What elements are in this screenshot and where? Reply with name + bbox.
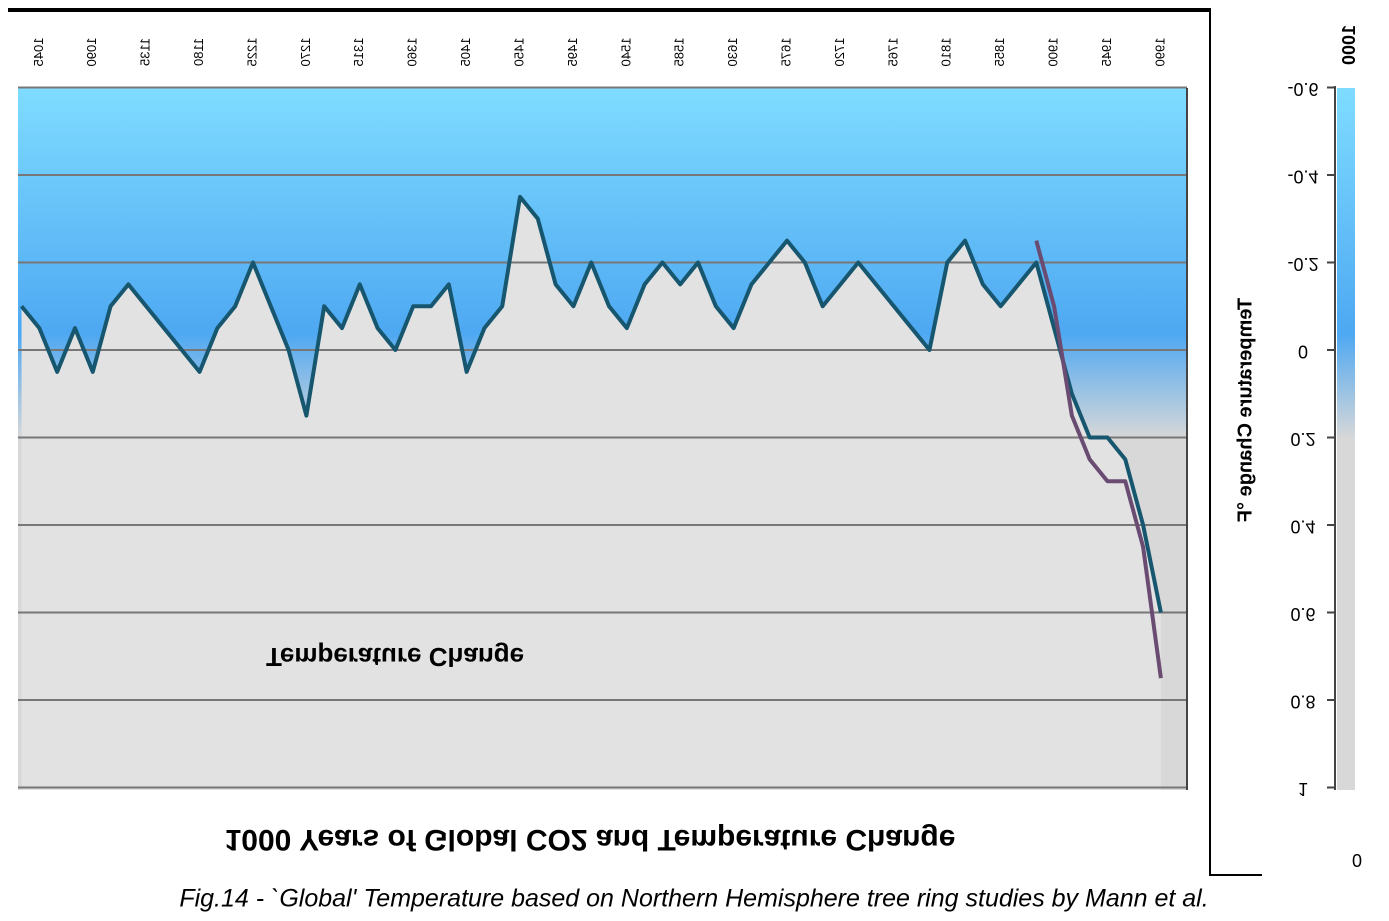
x-tick-label: 1090 bbox=[84, 38, 99, 67]
y-tick-label: 0.8 bbox=[1290, 691, 1315, 711]
x-tick-label: 1450 bbox=[511, 38, 526, 67]
x-tick-label: 1225 bbox=[244, 38, 259, 67]
y-tick-label: -0.6 bbox=[1287, 79, 1318, 99]
x-tick-label: 1945 bbox=[1099, 38, 1114, 67]
caption: Fig.14 - `Global' Temperature based on N… bbox=[179, 885, 1208, 913]
x-tick-label: 1900 bbox=[1046, 38, 1061, 67]
x-tick-label: 1180 bbox=[191, 38, 206, 66]
clipped-text: 1000 bbox=[1339, 25, 1359, 65]
x-tick-label: 1045 bbox=[31, 38, 46, 67]
y-tick-label: 1 bbox=[1298, 779, 1308, 799]
clipped-text: 0 bbox=[1352, 851, 1362, 871]
x-tick-label: 1405 bbox=[458, 38, 473, 67]
y-tick-label: 0.4 bbox=[1290, 516, 1315, 536]
x-tick-label: 1360 bbox=[405, 38, 420, 67]
x-tick-label: 1675 bbox=[778, 38, 793, 67]
x-tick-label: 1630 bbox=[725, 38, 740, 67]
series-line bbox=[20, 194, 1163, 613]
y-tick-label: -0.4 bbox=[1287, 166, 1318, 186]
x-tick-label: 1765 bbox=[885, 38, 900, 67]
x-tick-label: 1720 bbox=[832, 38, 847, 67]
x-tick-label: 1585 bbox=[672, 38, 687, 67]
x-tick-label: 1135 bbox=[138, 38, 153, 66]
x-tick-label: 1810 bbox=[939, 38, 954, 67]
x-tick-label: 1990 bbox=[1152, 38, 1167, 67]
series-line bbox=[1034, 240, 1163, 679]
y-axis-label: Temperature Change °F bbox=[1234, 298, 1256, 522]
y-tick-label: -0.2 bbox=[1287, 254, 1318, 274]
x-tick-label: 1315 bbox=[351, 38, 366, 67]
chart-title: 1000 Years of Global CO2 and Temperature… bbox=[225, 823, 956, 856]
x-tick-label: 1855 bbox=[992, 38, 1007, 67]
area bbox=[21, 196, 1161, 790]
x-tick-label: 1495 bbox=[565, 38, 580, 67]
annotation: Temperature Change bbox=[266, 642, 524, 672]
clipped-chart bbox=[1337, 88, 1355, 790]
x-tick-label: 1540 bbox=[618, 38, 633, 67]
y-tick-label: 0 bbox=[1298, 341, 1308, 361]
y-tick-label: 0.2 bbox=[1290, 429, 1315, 449]
x-tick-label: 1270 bbox=[298, 38, 313, 67]
y-tick-label: 0.6 bbox=[1290, 604, 1315, 624]
